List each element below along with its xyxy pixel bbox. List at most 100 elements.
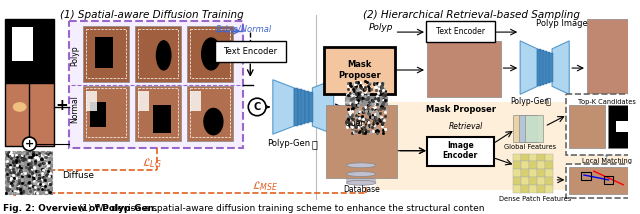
Bar xyxy=(5,151,52,195)
Ellipse shape xyxy=(201,37,221,71)
Bar xyxy=(529,154,537,161)
Bar xyxy=(346,165,376,173)
Bar xyxy=(529,169,537,177)
Bar xyxy=(545,177,552,185)
Bar xyxy=(513,154,521,161)
Text: Polyp: Polyp xyxy=(70,45,79,66)
Text: Polyp: Polyp xyxy=(369,23,393,32)
FancyBboxPatch shape xyxy=(215,41,285,62)
Bar xyxy=(537,177,545,185)
Bar xyxy=(569,105,605,148)
Bar xyxy=(12,27,33,61)
Bar xyxy=(305,91,309,123)
Text: Mask
Proposer: Mask Proposer xyxy=(338,60,381,80)
Ellipse shape xyxy=(346,163,376,168)
Text: Polyp-Gen: Polyp-Gen xyxy=(267,139,310,148)
Text: C: C xyxy=(253,102,260,112)
Text: Query ↓: Query ↓ xyxy=(345,119,377,128)
Bar xyxy=(190,29,230,78)
Bar xyxy=(86,29,125,78)
Bar xyxy=(189,91,201,110)
Text: +: + xyxy=(56,98,68,113)
Bar xyxy=(513,177,521,185)
Text: Dense Patch Features: Dense Patch Features xyxy=(499,196,571,202)
Text: Database: Database xyxy=(343,185,380,194)
Polygon shape xyxy=(312,80,333,134)
Bar xyxy=(326,105,397,178)
Bar xyxy=(5,83,54,146)
Bar xyxy=(513,115,531,142)
Circle shape xyxy=(22,137,36,151)
Text: Mask Proposer: Mask Proposer xyxy=(426,105,496,114)
Text: Image
Encoder: Image Encoder xyxy=(443,141,478,160)
Bar xyxy=(83,86,129,141)
Bar xyxy=(525,115,543,142)
FancyBboxPatch shape xyxy=(68,21,243,148)
Text: Local Matching: Local Matching xyxy=(582,159,632,165)
Bar xyxy=(521,185,529,193)
Bar xyxy=(513,161,521,169)
Polygon shape xyxy=(520,41,538,94)
Bar xyxy=(543,51,547,84)
Bar xyxy=(545,185,552,193)
Bar xyxy=(90,102,106,127)
Bar xyxy=(5,19,54,83)
Bar xyxy=(537,185,545,193)
Ellipse shape xyxy=(346,172,376,177)
FancyBboxPatch shape xyxy=(566,164,640,198)
Bar xyxy=(609,105,640,148)
Text: +: + xyxy=(25,139,34,149)
Bar xyxy=(549,53,553,82)
FancyBboxPatch shape xyxy=(566,94,640,155)
Bar xyxy=(540,50,544,85)
Bar xyxy=(521,161,529,169)
Bar xyxy=(95,37,113,68)
Bar xyxy=(604,176,613,184)
Text: Fig. 2: Overview of Polyp-Gen.: Fig. 2: Overview of Polyp-Gen. xyxy=(3,204,157,213)
Ellipse shape xyxy=(156,40,172,71)
Bar xyxy=(138,29,178,78)
Polygon shape xyxy=(552,41,569,94)
Bar xyxy=(529,161,537,169)
Bar xyxy=(537,169,545,177)
Bar xyxy=(346,174,376,182)
Text: Polyp/Normal: Polyp/Normal xyxy=(216,25,272,34)
Bar xyxy=(86,88,125,137)
Bar xyxy=(188,26,232,82)
Text: $\mathcal{L}_{LG}$: $\mathcal{L}_{LG}$ xyxy=(142,156,162,170)
Text: Retrieval: Retrieval xyxy=(449,122,483,131)
Bar xyxy=(513,169,521,177)
Bar xyxy=(136,26,180,82)
Text: (1) Spatial-aware Diffusion Training: (1) Spatial-aware Diffusion Training xyxy=(60,10,244,20)
Bar xyxy=(308,92,313,122)
Text: Text Encoder: Text Encoder xyxy=(223,47,277,56)
Bar xyxy=(545,154,552,161)
Bar xyxy=(545,161,552,169)
Bar xyxy=(427,41,500,97)
Text: Normal: Normal xyxy=(70,95,79,123)
Bar xyxy=(513,185,521,193)
Bar xyxy=(521,169,529,177)
Circle shape xyxy=(248,98,266,116)
Bar xyxy=(569,167,640,195)
Text: Polyp-Gen: Polyp-Gen xyxy=(511,97,550,106)
Bar xyxy=(519,115,537,142)
Polygon shape xyxy=(273,80,294,134)
Bar xyxy=(529,185,537,193)
Text: Top-K Candidates: Top-K Candidates xyxy=(577,99,636,105)
Bar xyxy=(138,88,178,137)
Bar xyxy=(587,19,640,95)
Bar xyxy=(346,80,387,134)
Bar xyxy=(537,161,545,169)
Bar xyxy=(83,26,129,82)
Bar xyxy=(298,89,301,125)
Text: Global Features: Global Features xyxy=(504,144,556,150)
Bar xyxy=(616,120,628,132)
Text: Diffuse: Diffuse xyxy=(63,171,95,180)
Bar xyxy=(154,105,171,133)
Text: (1) We devise a spatial-aware diffusion training scheme to enhance the structura: (1) We devise a spatial-aware diffusion … xyxy=(76,204,484,213)
Bar xyxy=(136,86,180,141)
Text: 🔥: 🔥 xyxy=(311,139,317,149)
FancyBboxPatch shape xyxy=(428,137,494,166)
Ellipse shape xyxy=(204,108,223,135)
